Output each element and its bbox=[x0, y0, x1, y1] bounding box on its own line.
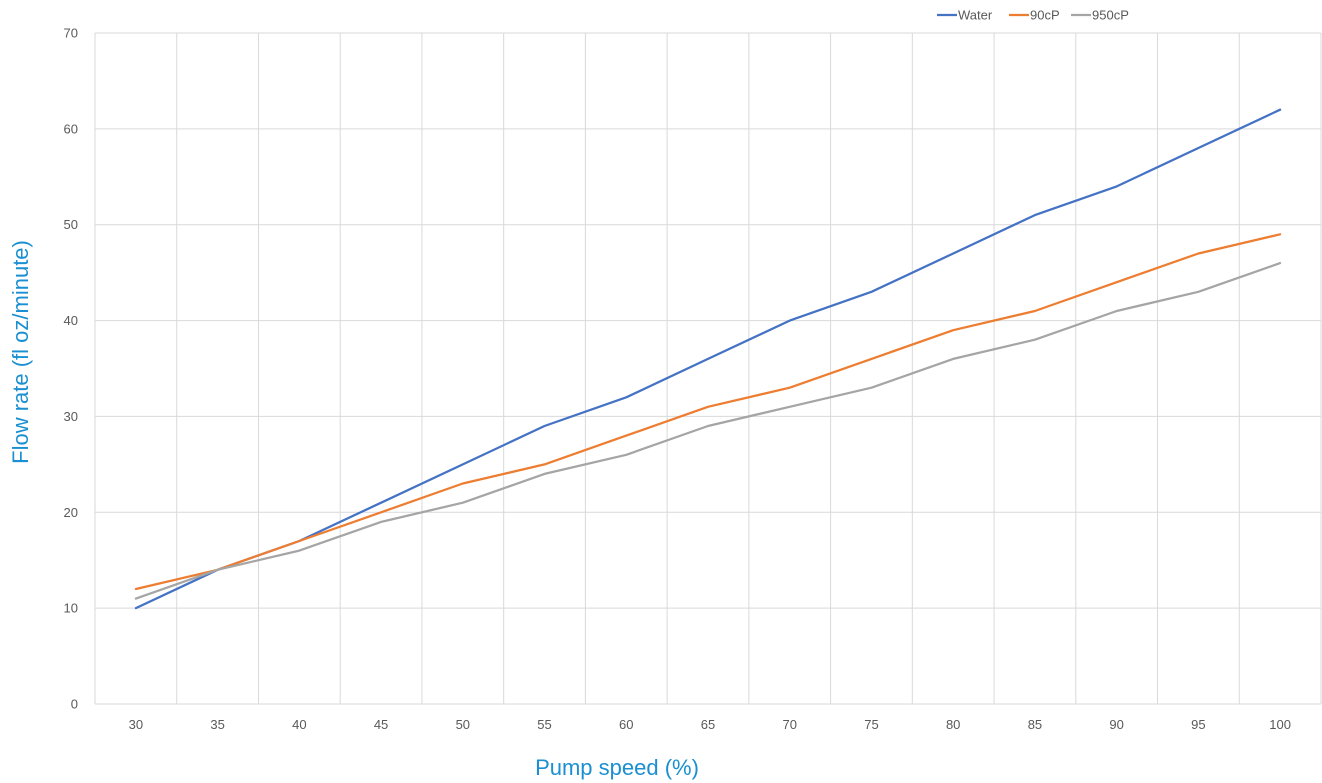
legend-label: Water bbox=[958, 8, 993, 23]
x-tick-label: 65 bbox=[701, 717, 715, 732]
y-tick-label: 20 bbox=[64, 505, 78, 520]
y-tick-label: 60 bbox=[64, 121, 78, 136]
legend-label: 90cP bbox=[1030, 8, 1060, 23]
x-tick-label: 50 bbox=[456, 717, 470, 732]
x-tick-label: 55 bbox=[537, 717, 551, 732]
x-axis-ticks: 30 35 40 45 50 55 60 65 70 75 80 85 90 95 100 bbox=[129, 717, 1291, 732]
x-tick-label: 90 bbox=[1109, 717, 1123, 732]
x-axis-title: Pump speed (%) bbox=[535, 755, 699, 780]
x-tick-label: 45 bbox=[374, 717, 388, 732]
x-tick-label: 75 bbox=[864, 717, 878, 732]
legend-item: 90cP bbox=[1009, 8, 1060, 23]
series-line-950cp bbox=[134, 261, 1282, 600]
y-tick-label: 50 bbox=[64, 217, 78, 232]
x-tick-label: 30 bbox=[129, 717, 143, 732]
series-lines bbox=[134, 108, 1282, 610]
x-tick-label: 70 bbox=[782, 717, 796, 732]
x-tick-label: 35 bbox=[210, 717, 224, 732]
y-axis-ticks: 0 10 20 30 40 50 60 70 bbox=[64, 26, 78, 712]
x-tick-label: 100 bbox=[1269, 717, 1291, 732]
y-tick-label: 0 bbox=[71, 697, 78, 712]
x-tick-label: 95 bbox=[1191, 717, 1205, 732]
x-tick-label: 85 bbox=[1028, 717, 1042, 732]
x-tick-label: 40 bbox=[292, 717, 306, 732]
y-tick-label: 40 bbox=[64, 313, 78, 328]
legend-item: Water bbox=[937, 8, 993, 23]
legend-label: 950cP bbox=[1092, 8, 1129, 23]
gridlines bbox=[94, 32, 1322, 705]
series-line-90cp bbox=[134, 233, 1282, 591]
y-tick-label: 30 bbox=[64, 409, 78, 424]
legend-item: 950cP bbox=[1071, 8, 1129, 23]
y-tick-label: 10 bbox=[64, 601, 78, 616]
y-axis-title: Flow rate (fl oz/minute) bbox=[8, 240, 33, 464]
legend: Water 90cP 950cP bbox=[937, 8, 1129, 23]
x-tick-label: 80 bbox=[946, 717, 960, 732]
series-line-water bbox=[134, 108, 1282, 610]
y-tick-label: 70 bbox=[64, 26, 78, 41]
x-tick-label: 60 bbox=[619, 717, 633, 732]
